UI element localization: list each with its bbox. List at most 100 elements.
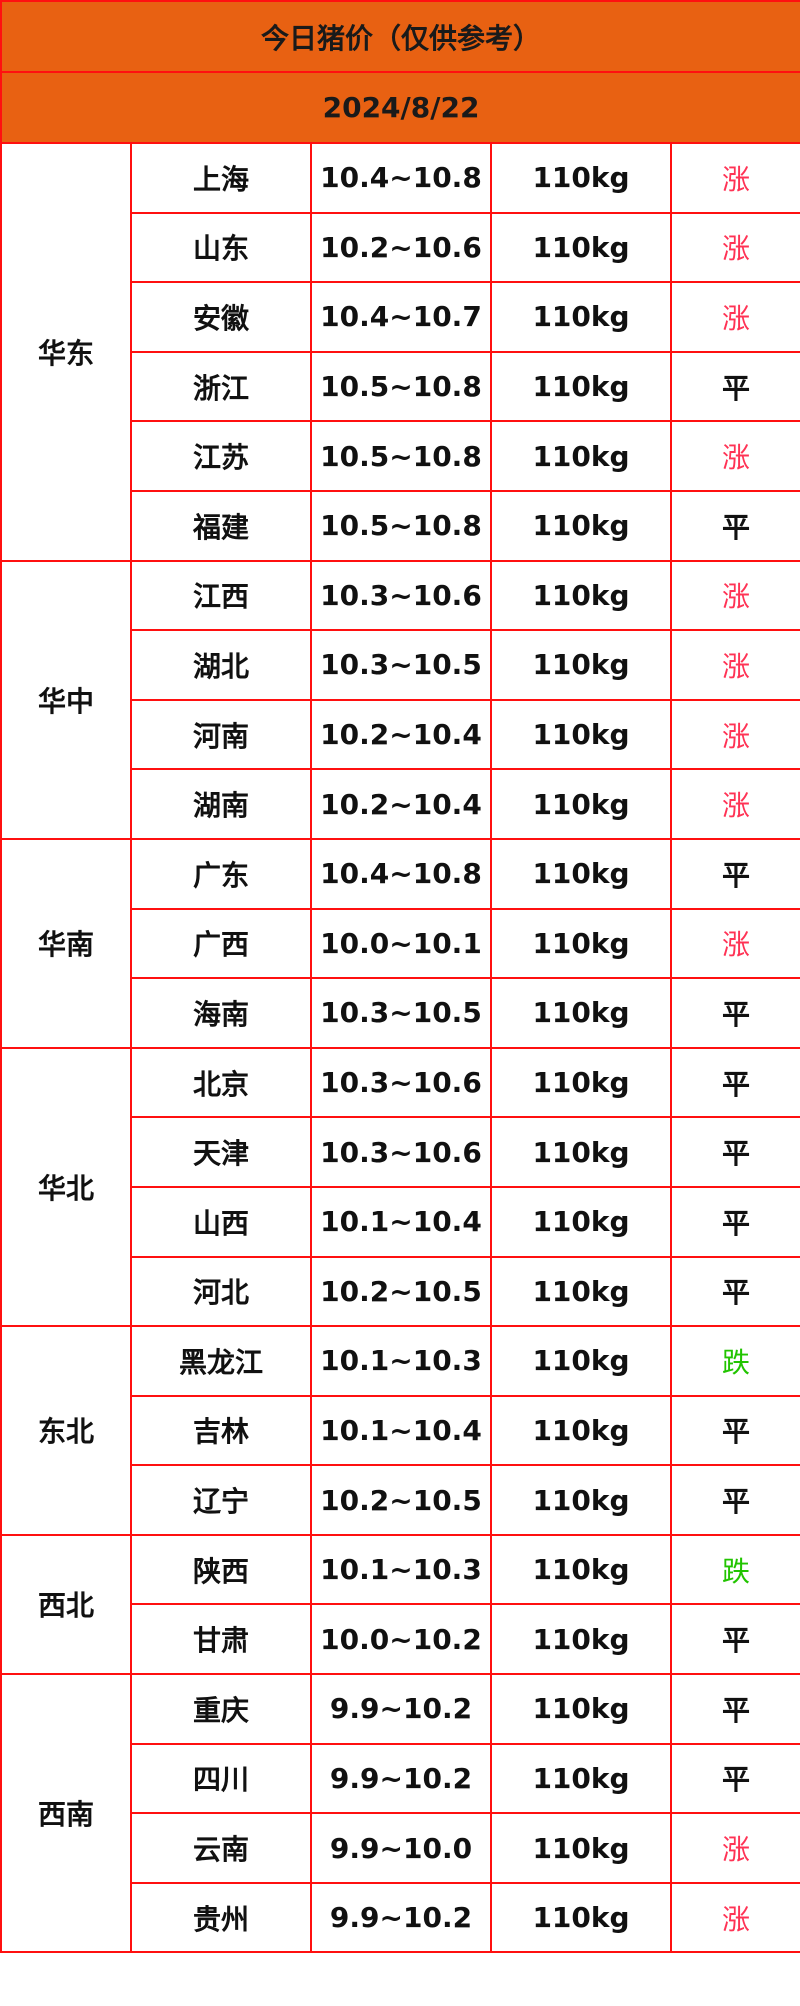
province-cell: 贵州	[130, 1881, 312, 1954]
price-cell: 10.4~10.7	[310, 281, 492, 353]
trend-cell: 平	[669, 1673, 800, 1745]
table-row: 湖南 10.2~10.4 110kg 涨	[1, 768, 800, 840]
province-cell: 辽宁	[130, 1464, 312, 1536]
trend-cell: 平	[669, 350, 800, 423]
table-row: 华北 北京 10.3~10.6 110kg 平	[0, 1046, 800, 1328]
price-cell: 9.9~10.2	[310, 1881, 492, 1954]
weight-cell: 110kg	[490, 1046, 672, 1119]
trend-cell: 涨	[669, 1881, 800, 1954]
weight-cell: 110kg	[490, 907, 672, 980]
trend-cell: 涨	[669, 211, 800, 284]
table-row: 西南 重庆 9.9~10.2 110kg 平	[0, 1673, 800, 1954]
table-row: 东北 黑龙江 10.1~10.3 110kg 跌	[0, 1325, 800, 1536]
weight-cell: 110kg	[490, 1185, 672, 1258]
price-cell: 10.2~10.4	[310, 768, 492, 840]
trend-cell: 平	[669, 977, 800, 1049]
region-cell: 华南	[0, 837, 132, 1049]
weight-cell: 110kg	[490, 1464, 672, 1536]
price-cell: 10.1~10.4	[310, 1394, 492, 1467]
trend-cell: 涨	[669, 629, 800, 701]
weight-cell: 110kg	[490, 837, 672, 910]
table-row: 四川 9.9~10.2 110kg 平	[1, 1742, 800, 1815]
trend-cell: 平	[669, 1603, 800, 1676]
province-cell: 江西	[130, 559, 312, 632]
table-row: 辽宁 10.2~10.5 110kg 平	[1, 1464, 800, 1536]
price-cell: 9.9~10.0	[310, 1812, 492, 1884]
trend-cell: 平	[669, 1394, 800, 1467]
trend-cell: 平	[669, 1255, 800, 1328]
weight-cell: 110kg	[490, 1116, 672, 1188]
province-cell: 河北	[130, 1255, 312, 1328]
province-cell: 山西	[130, 1185, 312, 1258]
table-title: 今日猪价（仅供参考）	[0, 0, 800, 73]
weight-cell: 110kg	[490, 1255, 672, 1328]
region-cell: 华东	[0, 142, 132, 562]
province-cell: 浙江	[130, 350, 312, 423]
weight-cell: 110kg	[490, 1533, 672, 1606]
weight-cell: 110kg	[490, 420, 672, 492]
weight-cell: 110kg	[490, 1603, 672, 1676]
trend-cell: 平	[669, 489, 800, 562]
table-row: 安徽 10.4~10.7 110kg 涨	[1, 281, 800, 353]
weight-cell: 110kg	[490, 1881, 672, 1954]
province-cell: 河南	[130, 698, 312, 771]
table-row: 河北 10.2~10.5 110kg 平	[1, 1255, 800, 1328]
region-cell: 西南	[0, 1673, 132, 1954]
table-row: 江苏 10.5~10.8 110kg 涨	[1, 420, 800, 492]
price-cell: 10.1~10.3	[310, 1325, 492, 1397]
table-row: 河南 10.2~10.4 110kg 涨	[1, 698, 800, 771]
trend-cell: 涨	[669, 907, 800, 980]
table-row: 海南 10.3~10.5 110kg 平	[1, 977, 800, 1049]
price-cell: 10.4~10.8	[310, 837, 492, 910]
province-cell: 四川	[130, 1742, 312, 1815]
province-cell: 重庆	[130, 1673, 312, 1745]
table-row: 华东 上海 10.4~10.8 110kg 涨	[0, 142, 800, 562]
table-row: 吉林 10.1~10.4 110kg 平	[1, 1394, 800, 1467]
weight-cell: 110kg	[490, 1812, 672, 1884]
trend-cell: 平	[669, 1464, 800, 1536]
weight-cell: 110kg	[490, 142, 672, 214]
weight-cell: 110kg	[490, 1394, 672, 1467]
price-cell: 10.2~10.5	[310, 1464, 492, 1536]
table-row: 云南 9.9~10.0 110kg 涨	[1, 1812, 800, 1884]
weight-cell: 110kg	[490, 281, 672, 353]
table-row: 西北 陕西 10.1~10.3 110kg 跌	[0, 1533, 800, 1676]
table-row: 贵州 9.9~10.2 110kg 涨	[1, 1881, 800, 1954]
province-cell: 广西	[130, 907, 312, 980]
price-cell: 9.9~10.2	[310, 1742, 492, 1815]
province-cell: 天津	[130, 1116, 312, 1188]
table-row: 福建 10.5~10.8 110kg 平	[1, 489, 800, 562]
weight-cell: 110kg	[490, 698, 672, 771]
table-row: 华中 江西 10.3~10.6 110kg 涨	[0, 559, 800, 840]
price-cell: 10.3~10.5	[310, 629, 492, 701]
price-cell: 10.1~10.3	[310, 1533, 492, 1606]
trend-cell: 平	[669, 1046, 800, 1119]
weight-cell: 110kg	[490, 211, 672, 284]
weight-cell: 110kg	[490, 489, 672, 562]
table-row: 华南 广东 10.4~10.8 110kg 平	[0, 837, 800, 1049]
region-cell: 华中	[0, 559, 132, 840]
province-cell: 广东	[130, 837, 312, 910]
province-cell: 海南	[130, 977, 312, 1049]
pig-price-table: 今日猪价（仅供参考） 2024/8/22 华东 上海 10.4~10.8 110kg 涨…	[0, 0, 800, 1954]
trend-cell: 平	[669, 1185, 800, 1258]
region-cell: 华北	[0, 1046, 132, 1328]
price-cell: 10.2~10.5	[310, 1255, 492, 1328]
price-cell: 10.3~10.6	[310, 1046, 492, 1119]
region-cell: 东北	[0, 1325, 132, 1536]
table-row: 浙江 10.5~10.8 110kg 平	[1, 350, 800, 423]
price-cell: 10.0~10.2	[310, 1603, 492, 1676]
price-cell: 10.4~10.8	[310, 142, 492, 214]
trend-cell: 涨	[669, 559, 800, 632]
province-cell: 甘肃	[130, 1603, 312, 1676]
price-cell: 10.5~10.8	[310, 489, 492, 562]
weight-cell: 110kg	[490, 768, 672, 840]
price-cell: 10.3~10.6	[310, 1116, 492, 1188]
trend-cell: 涨	[669, 281, 800, 353]
weight-cell: 110kg	[490, 1325, 672, 1397]
province-cell: 江苏	[130, 420, 312, 492]
trend-cell: 涨	[669, 420, 800, 492]
trend-cell: 涨	[669, 1812, 800, 1884]
trend-cell: 涨	[669, 768, 800, 840]
weight-cell: 110kg	[490, 977, 672, 1049]
